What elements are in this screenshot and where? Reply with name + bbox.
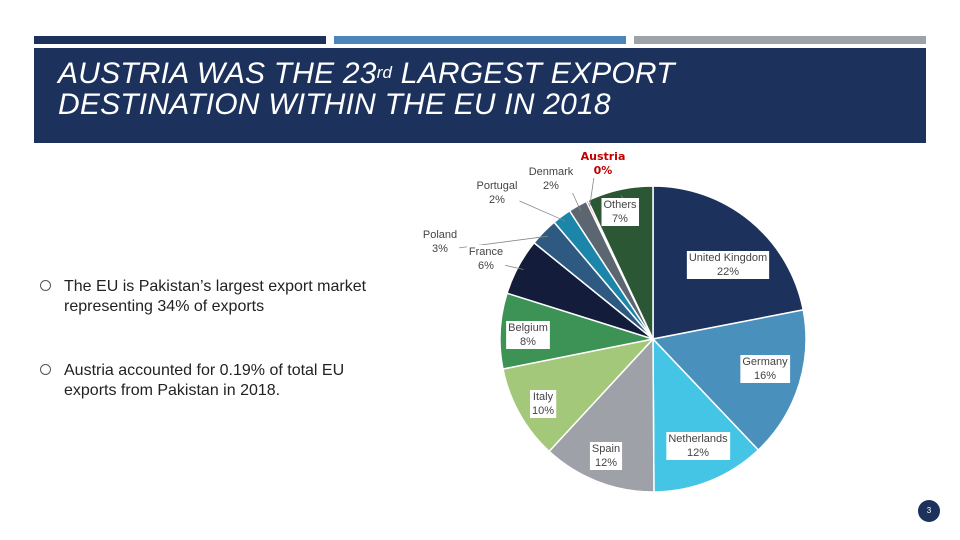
slice-name-label: Spain xyxy=(592,443,620,455)
label-background xyxy=(529,390,557,418)
bullet-item: The EU is Pakistan’s largest export mark… xyxy=(40,277,370,317)
bullet-circle-icon xyxy=(40,364,51,375)
label-background xyxy=(506,321,550,349)
label-background xyxy=(578,149,628,178)
label-background xyxy=(589,442,623,470)
bullet-circle-icon xyxy=(40,280,51,291)
pie-labels: United Kingdom 22% Germany 16% Netherlands 12… xyxy=(420,149,791,470)
slice-name-label: Belgium xyxy=(508,322,548,334)
pie-slice-italy xyxy=(502,337,656,453)
label-background xyxy=(526,165,576,193)
label-background xyxy=(740,355,791,383)
slice-percent-label: 2% xyxy=(543,180,559,192)
label-background xyxy=(466,245,506,273)
slice-name-label: Others xyxy=(603,199,637,211)
title-superscript: rd xyxy=(376,63,393,82)
slice-name-label: Denmark xyxy=(529,166,574,178)
label-background xyxy=(666,432,731,460)
slide-title: AUSTRIA WAS THE 23rd LARGEST EXPORT DEST… xyxy=(58,58,675,120)
page-number: 3 xyxy=(918,500,940,522)
slice-percent-label: 6% xyxy=(478,260,494,272)
title-part-2: LARGEST EXPORT xyxy=(392,57,675,90)
slice-percent-label: 3% xyxy=(432,243,448,255)
slice-percent-label: 12% xyxy=(595,457,617,469)
slice-percent-label: 10% xyxy=(532,405,554,417)
bullet-item: Austria accounted for 0.19% of total EU … xyxy=(40,361,370,401)
label-background xyxy=(686,251,770,279)
slice-percent-label: 22% xyxy=(717,266,739,278)
slice-name-label: Netherlands xyxy=(668,433,728,445)
leader-line xyxy=(514,198,566,222)
pie-slice-germany xyxy=(651,309,807,452)
bullet-text: The EU is Pakistan’s largest export mark… xyxy=(64,278,367,315)
title-part-1: AUSTRIA WAS THE 23 xyxy=(58,57,377,90)
slice-percent-label: 0% xyxy=(594,164,613,177)
slice-name-label: Germany xyxy=(742,356,788,368)
slice-percent-label: 7% xyxy=(612,213,628,225)
slice-percent-label: 2% xyxy=(489,194,505,206)
slice-name-label: France xyxy=(469,246,503,258)
title-line-2: DESTINATION WITHIN THE EU IN 2018 xyxy=(58,88,611,121)
pie-slice-spain xyxy=(548,337,655,493)
slice-percent-label: 16% xyxy=(754,370,776,382)
leader-line xyxy=(503,264,524,270)
slice-name-label: Austria xyxy=(581,150,626,163)
title-line-1: AUSTRIA WAS THE 23rd LARGEST EXPORT xyxy=(58,58,675,89)
accent-bar-1 xyxy=(34,36,326,44)
bullet-text: Austria accounted for 0.19% of total EU … xyxy=(64,362,345,399)
slice-name-label: United Kingdom xyxy=(689,252,767,264)
accent-bar-2 xyxy=(334,36,626,44)
label-background xyxy=(601,198,640,226)
title-banner xyxy=(34,48,926,143)
slice-percent-label: 12% xyxy=(687,447,709,459)
bullet-list: The EU is Pakistan’s largest export mark… xyxy=(40,277,370,445)
slice-name-label: Portugal xyxy=(477,180,518,192)
accent-bar-3 xyxy=(634,36,926,44)
slice-name-label: Poland xyxy=(423,229,457,241)
label-background xyxy=(474,179,520,207)
label-background xyxy=(420,228,460,256)
slice-name-label: Italy xyxy=(533,391,554,403)
slice-percent-label: 8% xyxy=(520,336,536,348)
